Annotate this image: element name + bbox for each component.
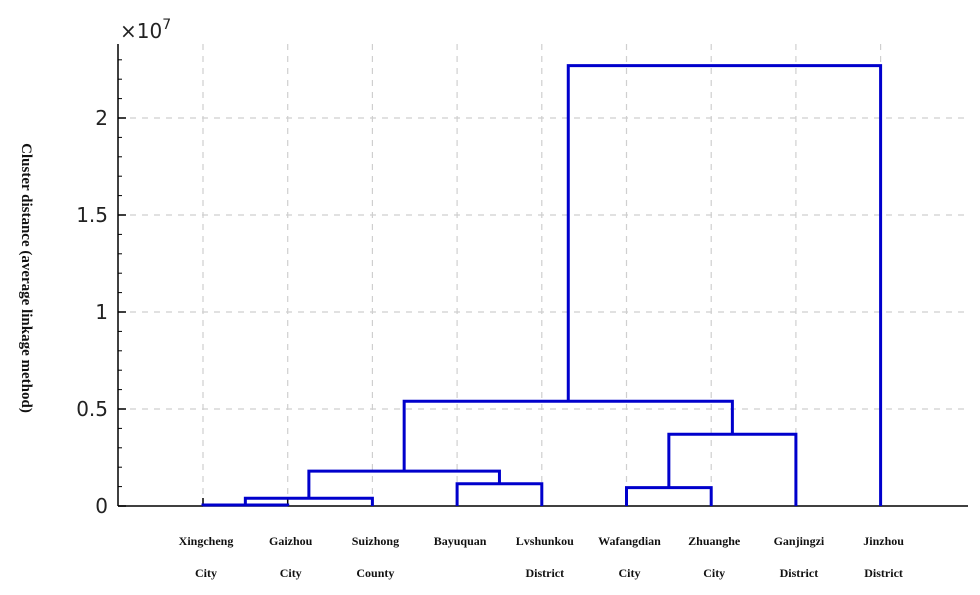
dendrogram-link: [402, 399, 734, 472]
dendrogram-links: [201, 64, 883, 507]
leaf-label-line1: Ganjingzi: [774, 534, 825, 548]
dendrogram-link: [625, 486, 713, 506]
y-tick-layer: 0 0.5 1 1.5 2: [76, 59, 882, 518]
leaf-label-line2: City: [703, 566, 725, 580]
y-tick-label: 0.5: [76, 397, 108, 421]
grid-layer: [118, 44, 968, 506]
leaf-label-line1: Jinzhou: [863, 534, 904, 548]
leaf-labels: Xingcheng City Gaizhou City Suizhong County Ba…: [179, 534, 905, 580]
leaf-label-line2: District: [525, 566, 564, 580]
leaf-label-line1: Wafangdian: [598, 534, 661, 548]
leaf-label-line2: City: [619, 566, 641, 580]
leaf-label-line2: City: [195, 566, 217, 580]
leaf-label-line2: District: [780, 566, 819, 580]
y-exponent-label: ×107: [120, 17, 171, 43]
leaf-label-line1: Lvshunkou: [516, 534, 574, 548]
axes-layer: [117, 44, 968, 507]
dendrogram-link: [455, 482, 544, 506]
leaf-label-line2: District: [864, 566, 903, 580]
leaf-label-line1: Gaizhou: [269, 534, 313, 548]
y-tick-label: 1: [95, 300, 108, 324]
dendrogram-link: [667, 432, 798, 506]
y-tick-label: 1.5: [76, 203, 108, 227]
y-tick-label: 0: [95, 494, 108, 518]
leaf-label-line1: Bayuquan: [434, 534, 487, 548]
dendrogram-link: [566, 64, 883, 506]
leaf-label-line2: City: [280, 566, 302, 580]
y-exponent-base: ×10: [120, 19, 162, 43]
leaf-label-line1: Suizhong: [352, 534, 399, 548]
leaf-label-line1: Zhuanghe: [688, 534, 741, 548]
y-exponent-power: 7: [162, 17, 171, 33]
leaf-label-line1: Xingcheng: [179, 534, 234, 548]
leaf-label-line2: County: [356, 566, 394, 580]
y-axis-label: Cluster distance (average linkage method…: [18, 143, 34, 413]
y-tick-label: 2: [95, 106, 108, 130]
dendrogram-link: [201, 503, 290, 507]
